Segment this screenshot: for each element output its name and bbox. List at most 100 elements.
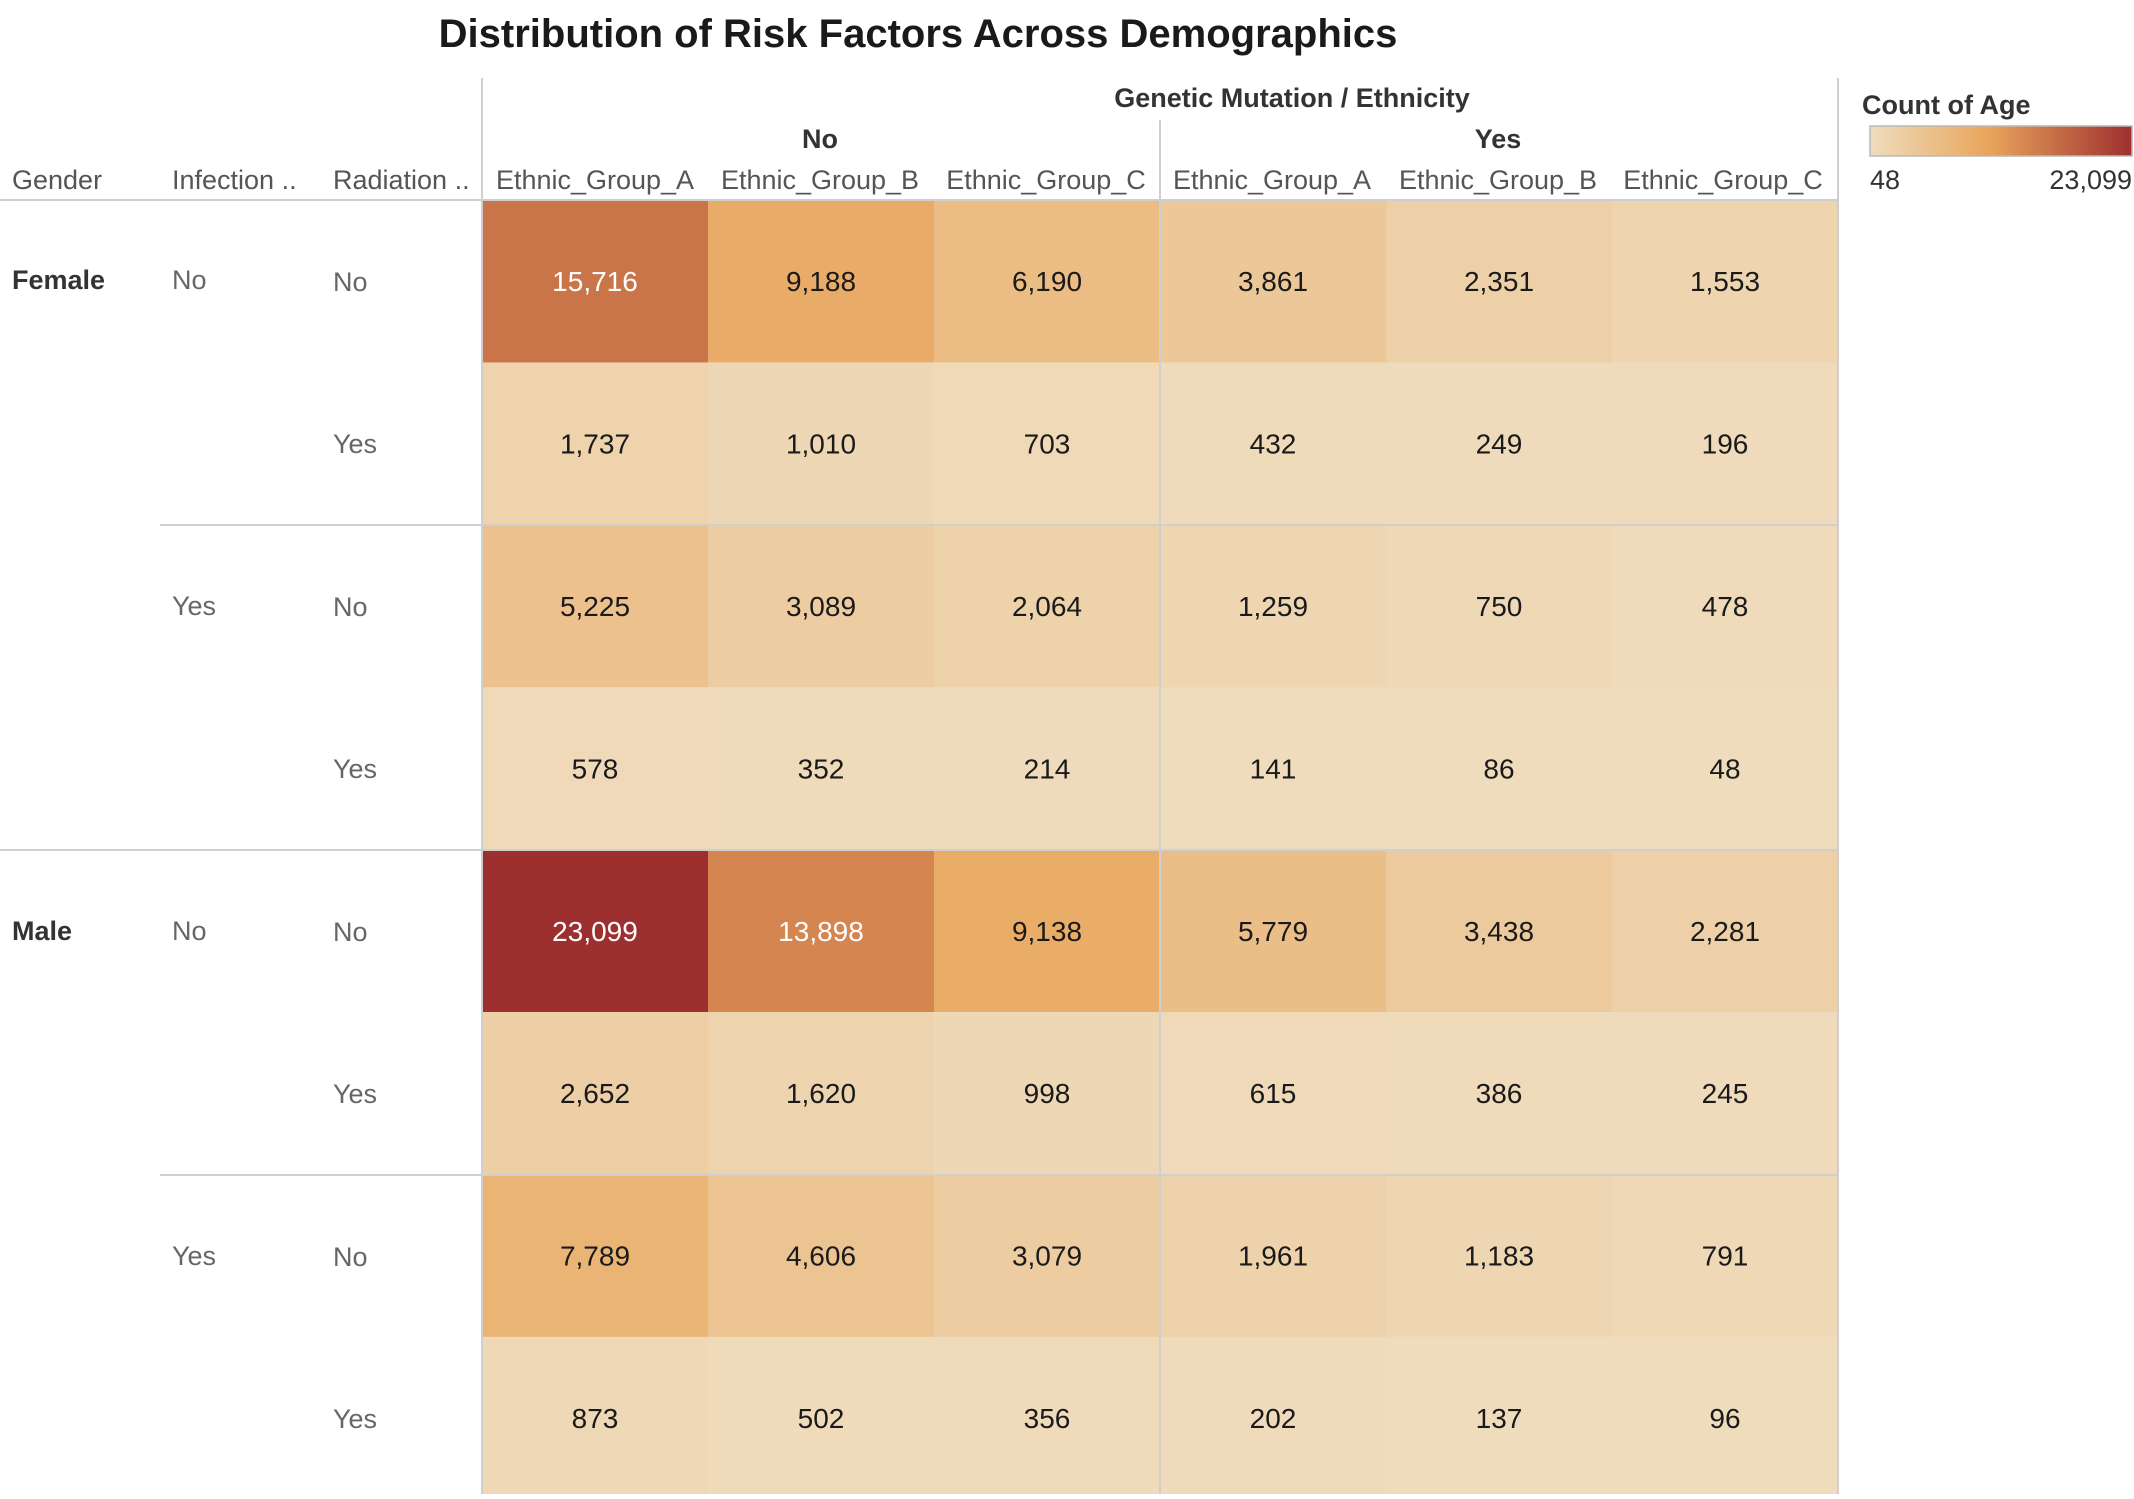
column-group-label-yes: Yes	[1475, 124, 1522, 154]
heatmap-cell	[1160, 1012, 1387, 1175]
cell-value-label: 502	[798, 1403, 845, 1434]
cell-value-label: 791	[1702, 1241, 1749, 1272]
heatmap-cell	[1160, 687, 1387, 851]
cell-value-label: 2,064	[1012, 591, 1082, 622]
cell-value-label: 15,716	[552, 266, 638, 297]
cell-value-label: 5,225	[560, 591, 630, 622]
column-header-field-1: Genetic Mutation	[1114, 83, 1333, 113]
heatmap-cell	[1160, 849, 1387, 1013]
cell-value-label: 2,281	[1690, 916, 1760, 947]
heatmap-cell	[482, 1336, 709, 1499]
column-label: Ethnic_Group_A	[1173, 165, 1371, 195]
heatmap-cell	[934, 687, 1161, 851]
cell-value-label: 3,861	[1238, 266, 1308, 297]
cell-value-label: 3,079	[1012, 1241, 1082, 1272]
legend-min-label: 48	[1870, 165, 1900, 195]
cell-value-label: 3,089	[786, 591, 856, 622]
cell-value-label: 6,190	[1012, 266, 1082, 297]
row-header-gender: Gender	[12, 165, 102, 195]
cell-value-label: 245	[1702, 1078, 1749, 1109]
cell-value-label: 2,351	[1464, 266, 1534, 297]
cell-value-label: 615	[1250, 1078, 1297, 1109]
row-label-radiation: Yes	[333, 754, 377, 784]
heatmap-cell	[1160, 362, 1387, 526]
heatmap-cell	[1160, 1174, 1387, 1338]
heatmap-cell	[1386, 1012, 1613, 1175]
heatmap-cell	[934, 524, 1161, 688]
row-label-radiation: Yes	[333, 1404, 377, 1434]
heatmap-cell	[934, 200, 1161, 363]
column-header-field-2: Ethnicity	[1356, 83, 1470, 113]
heatmap-cell	[708, 687, 935, 851]
column-header-separator: /	[1341, 83, 1349, 113]
cell-value-label: 998	[1024, 1078, 1071, 1109]
cell-value-label: 9,188	[786, 266, 856, 297]
heatmap-cell	[708, 1336, 935, 1499]
legend-max-label: 23,099	[2049, 165, 2132, 195]
cell-value-label: 4,606	[786, 1241, 856, 1272]
cell-value-label: 3,438	[1464, 916, 1534, 947]
heatmap-cell	[1612, 524, 1839, 688]
cell-value-label: 432	[1250, 429, 1297, 460]
cell-value-label: 86	[1483, 753, 1514, 784]
heatmap-cell	[934, 362, 1161, 526]
heatmap-cell	[1386, 1336, 1613, 1499]
heatmap-cell	[1386, 524, 1613, 688]
cell-value-label: 352	[798, 753, 845, 784]
row-header-radiation: Radiation ..	[333, 165, 470, 195]
cell-value-label: 196	[1702, 429, 1749, 460]
row-label-infection: No	[172, 265, 207, 295]
cell-value-label: 578	[572, 753, 619, 784]
cell-value-label: 137	[1476, 1403, 1523, 1434]
heatmap-cell	[708, 1012, 935, 1175]
heatmap-cell	[934, 849, 1161, 1013]
heatmap-cell	[1160, 200, 1387, 363]
row-label-radiation: No	[333, 917, 368, 947]
column-label: Ethnic_Group_C	[946, 165, 1146, 195]
cell-value-label: 23,099	[552, 916, 638, 947]
heatmap-cell	[1386, 362, 1613, 526]
heatmap-cell	[482, 849, 709, 1013]
cell-value-label: 1,961	[1238, 1241, 1308, 1272]
row-label-radiation: No	[333, 267, 368, 297]
heatmap-cell	[708, 524, 935, 688]
cell-value-label: 1,553	[1690, 266, 1760, 297]
cell-value-label: 214	[1024, 753, 1071, 784]
heatmap-cell	[708, 849, 935, 1013]
cell-value-label: 1,183	[1464, 1241, 1534, 1272]
heatmap-cell	[482, 1174, 709, 1338]
row-label-infection: No	[172, 916, 207, 946]
cell-value-label: 356	[1024, 1403, 1071, 1434]
chart-title: Distribution of Risk Factors Across Demo…	[439, 12, 1398, 56]
row-label-radiation: No	[333, 1242, 368, 1272]
cell-value-label: 703	[1024, 429, 1071, 460]
cell-value-label: 2,652	[560, 1078, 630, 1109]
row-label-radiation: Yes	[333, 429, 377, 459]
heatmap-cell	[482, 524, 709, 688]
heatmap-cell	[1612, 687, 1839, 851]
column-label: Ethnic_Group_C	[1623, 165, 1823, 195]
column-group-label-no: No	[802, 124, 838, 154]
heatmap-cell	[934, 1012, 1161, 1175]
heatmap-cell	[1386, 849, 1613, 1013]
heatmap-cell	[708, 1174, 935, 1338]
cell-value-label: 750	[1476, 591, 1523, 622]
heatmap-cell	[482, 1012, 709, 1175]
cell-value-label: 478	[1702, 591, 1749, 622]
heatmap-cell	[1612, 849, 1839, 1013]
legend-gradient	[1869, 125, 2133, 157]
heatmap-cell	[1612, 1336, 1839, 1499]
row-header-infection: Infection ..	[172, 165, 297, 195]
cell-value-label: 873	[572, 1403, 619, 1434]
cell-value-label: 202	[1250, 1403, 1297, 1434]
heatmap-cell	[1612, 1174, 1839, 1338]
heatmap-cell	[482, 687, 709, 851]
cell-value-label: 1,010	[786, 429, 856, 460]
row-label-radiation: Yes	[333, 1079, 377, 1109]
heatmap-cell	[482, 200, 709, 363]
column-label: Ethnic_Group_B	[1399, 165, 1597, 195]
cell-value-label: 249	[1476, 429, 1523, 460]
heatmap-cell	[482, 362, 709, 526]
cell-value-label: 48	[1709, 753, 1740, 784]
